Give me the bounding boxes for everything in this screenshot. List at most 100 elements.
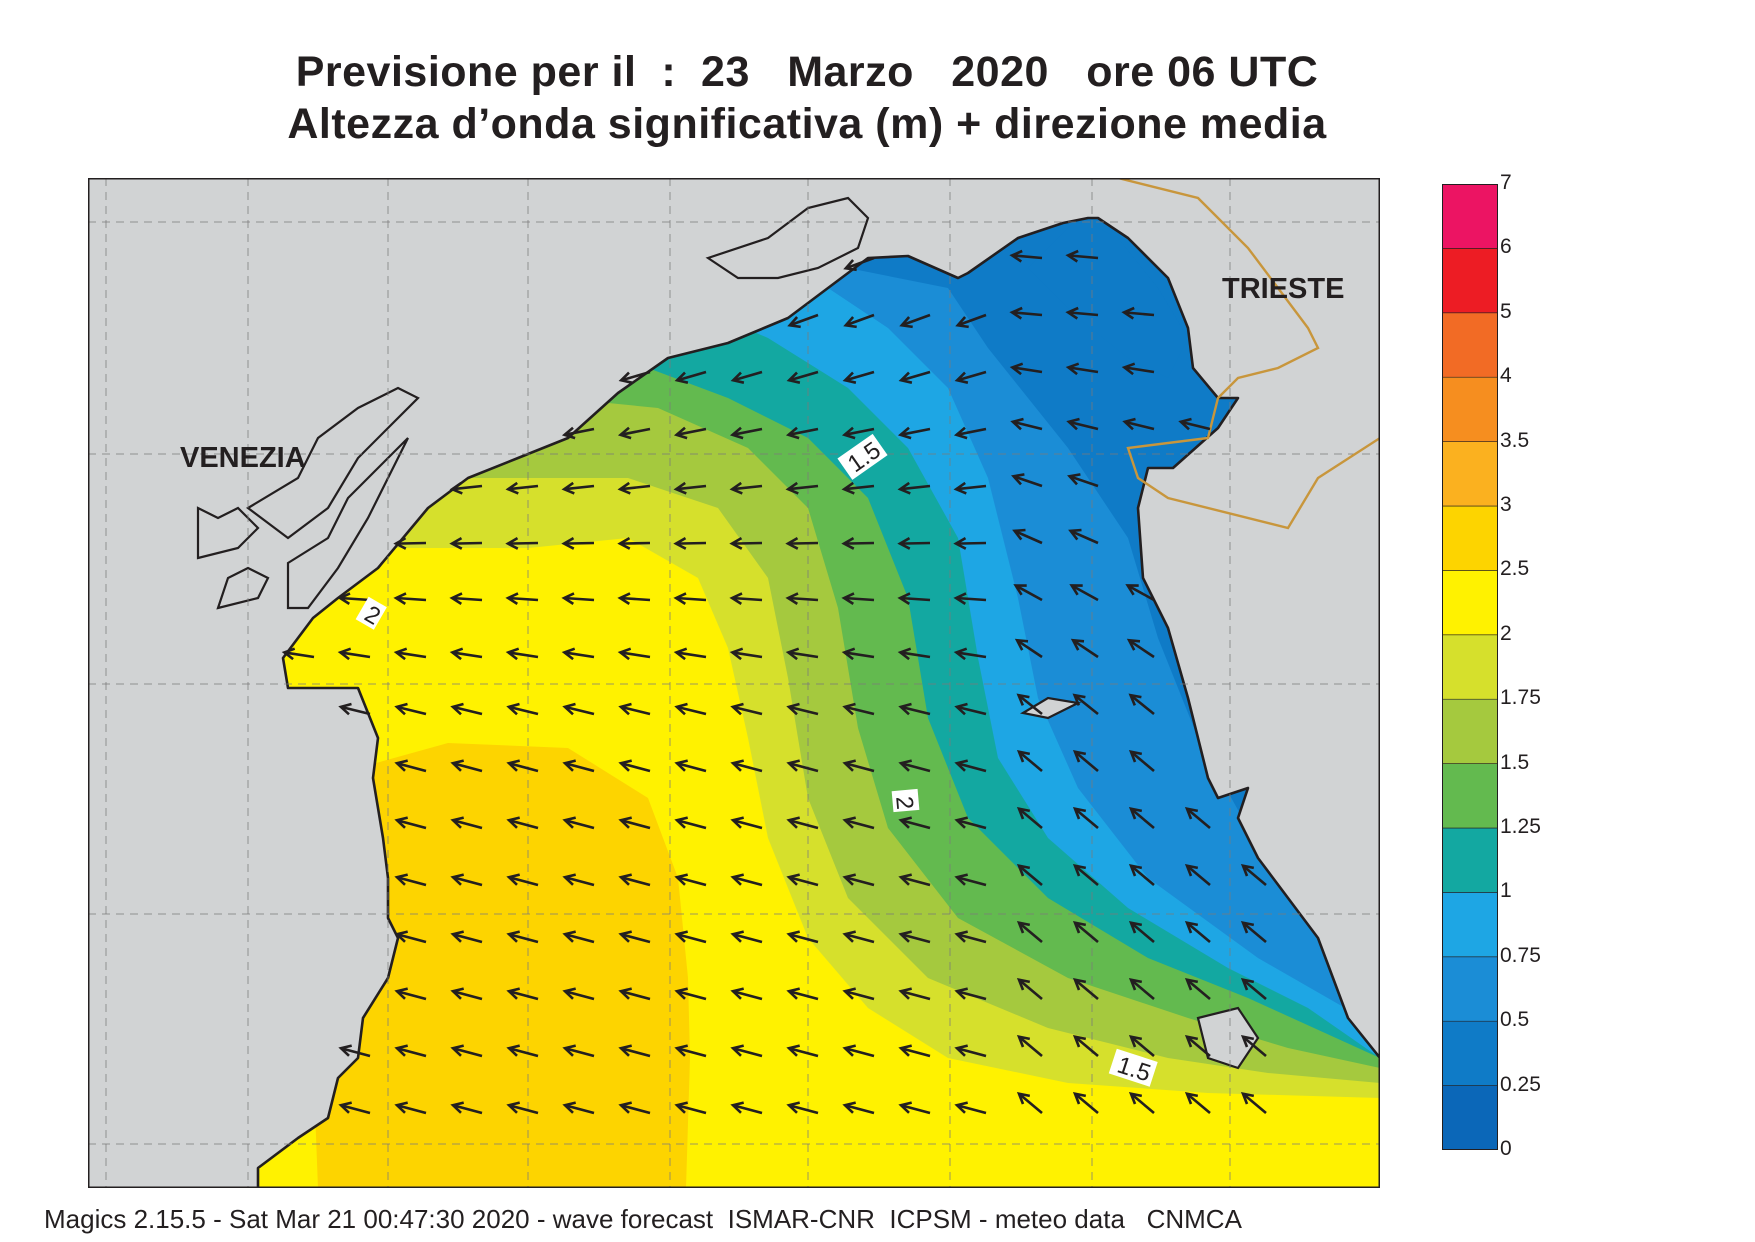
legend-swatch — [1442, 312, 1498, 378]
direction-arrow — [1126, 638, 1155, 659]
direction-arrow — [506, 816, 539, 830]
direction-arrow — [898, 873, 931, 887]
direction-arrow — [394, 702, 427, 716]
direction-arrow — [394, 1044, 427, 1058]
mean-direction-arrows — [281, 249, 1267, 1115]
direction-arrow — [842, 930, 875, 944]
map-frame — [88, 178, 1380, 1188]
direction-arrow — [843, 313, 875, 329]
direction-arrow — [561, 647, 595, 661]
direction-arrow — [338, 1044, 371, 1058]
direction-arrow — [1072, 920, 1099, 943]
contour-label-3: 2 — [890, 788, 920, 813]
direction-arrow — [562, 759, 595, 773]
direction-arrow — [729, 647, 763, 661]
direction-arrow — [674, 873, 707, 887]
direction-arrow — [842, 1101, 875, 1115]
direction-arrow — [841, 647, 875, 661]
direction-arrow — [1178, 417, 1211, 431]
island-2 — [246, 386, 420, 540]
direction-arrow — [505, 481, 539, 495]
direction-arrow — [394, 759, 427, 773]
color-legend — [1442, 184, 1498, 1150]
direction-arrow — [449, 536, 483, 550]
direction-arrow — [1016, 977, 1043, 1000]
direction-arrow — [618, 816, 651, 830]
direction-arrow — [1122, 417, 1155, 431]
direction-arrow — [786, 987, 819, 1001]
direction-arrow — [505, 647, 539, 661]
direction-arrow — [1072, 863, 1099, 886]
legend-swatch — [1442, 184, 1498, 249]
direction-arrow — [786, 1044, 819, 1058]
direction-arrow — [729, 592, 763, 605]
direction-arrow — [954, 1101, 987, 1115]
direction-arrow — [841, 536, 875, 550]
direction-arrow — [1240, 977, 1267, 1000]
direction-arrow — [897, 536, 931, 550]
direction-arrow — [617, 481, 651, 495]
direction-arrow — [1240, 863, 1267, 886]
legend-swatch — [1442, 376, 1498, 442]
direction-arrow — [1128, 863, 1155, 886]
legend-swatch — [1442, 1085, 1498, 1150]
direction-arrow — [394, 987, 427, 1001]
direction-arrow — [506, 930, 539, 944]
direction-arrow — [786, 370, 819, 384]
direction-arrow — [674, 1101, 707, 1115]
legend-level-label: 5 — [1500, 299, 1512, 323]
direction-arrow — [1065, 362, 1099, 376]
direction-arrow — [1128, 977, 1155, 1000]
direction-arrow — [953, 426, 987, 440]
legend-swatch — [1442, 956, 1498, 1022]
direction-arrow — [618, 759, 651, 773]
direction-arrow — [394, 873, 427, 887]
direction-arrow — [786, 816, 819, 830]
direction-arrow — [338, 1101, 371, 1115]
legend-level-label: 1 — [1500, 879, 1512, 903]
direction-arrow — [897, 647, 931, 661]
direction-arrow — [1240, 920, 1267, 943]
legend-level-label: 2.5 — [1500, 557, 1530, 581]
direction-arrow — [1009, 249, 1043, 263]
direction-arrow — [617, 647, 651, 661]
direction-arrow — [674, 930, 707, 944]
direction-arrow — [674, 759, 707, 773]
direction-arrow — [617, 536, 651, 550]
direction-arrow — [561, 536, 595, 550]
direction-arrow — [618, 1044, 651, 1058]
direction-arrow — [673, 481, 707, 495]
footer-credits: Magics 2.15.5 - Sat Mar 21 00:47:30 2020… — [44, 1204, 1242, 1234]
direction-arrow — [1016, 863, 1043, 886]
direction-arrow — [954, 987, 987, 1001]
direction-arrow — [674, 987, 707, 1001]
legend-level-label: 3 — [1500, 493, 1512, 516]
direction-arrow — [897, 592, 931, 605]
direction-arrow — [954, 759, 987, 773]
legend-level-label: 1.75 — [1500, 686, 1541, 710]
direction-arrow — [898, 1101, 931, 1115]
direction-arrow — [450, 702, 483, 716]
legend-swatch — [1442, 698, 1498, 764]
direction-arrow — [785, 481, 819, 495]
map-subtitle: Altezza d’onda significativa (m) + direz… — [287, 100, 1327, 148]
direction-arrow — [506, 1101, 539, 1115]
city-label-venezia: VENEZIA — [180, 442, 306, 474]
legend-swatch — [1442, 892, 1498, 958]
direction-arrow — [281, 647, 315, 661]
direction-arrow — [842, 873, 875, 887]
legend-level-label: 0 — [1500, 1137, 1512, 1160]
direction-arrow — [450, 930, 483, 944]
direction-arrow — [841, 481, 875, 495]
direction-arrow — [673, 592, 707, 605]
map-title: Previsione per il : 23 Marzo 2020 ore 06… — [295, 48, 1319, 96]
direction-arrow — [1184, 977, 1211, 1000]
direction-arrow — [337, 647, 371, 661]
border-line — [1117, 178, 1380, 530]
direction-arrow — [785, 426, 819, 440]
direction-arrow — [618, 930, 651, 944]
legend-swatch — [1442, 1020, 1498, 1086]
direction-arrow — [393, 536, 427, 550]
direction-arrow — [898, 930, 931, 944]
